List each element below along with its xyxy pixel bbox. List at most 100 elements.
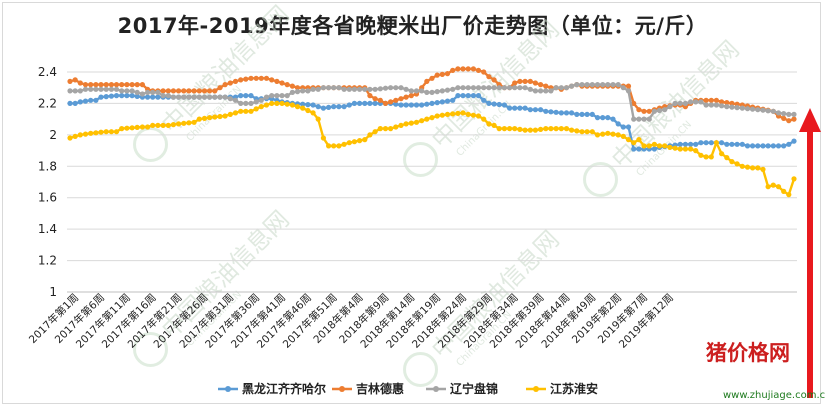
data-point (82, 98, 89, 104)
data-point (367, 132, 373, 138)
data-point (300, 105, 306, 111)
data-point (543, 88, 549, 94)
data-point (558, 126, 564, 132)
data-point (113, 82, 120, 88)
data-point (155, 89, 161, 95)
y-tick-label: 2 (49, 128, 57, 142)
data-point (719, 103, 725, 109)
data-point (377, 126, 383, 132)
data-point (429, 100, 435, 106)
data-point (574, 82, 580, 88)
data-point (475, 67, 482, 73)
data-point (372, 100, 378, 106)
data-point (538, 88, 544, 94)
data-point (98, 129, 104, 135)
data-point (708, 97, 714, 103)
data-point (765, 108, 771, 114)
data-point (610, 131, 616, 137)
data-point (336, 143, 342, 149)
data-point (688, 99, 694, 105)
data-point (677, 141, 683, 147)
data-point (243, 108, 249, 114)
data-point (181, 94, 187, 100)
data-point (641, 108, 647, 114)
data-point (563, 110, 570, 116)
data-point (589, 129, 595, 135)
data-point (377, 86, 383, 92)
data-point (351, 100, 357, 106)
data-point (465, 85, 471, 91)
data-point (775, 184, 782, 190)
data-point (150, 94, 156, 100)
data-point (413, 88, 420, 94)
data-point (346, 86, 352, 92)
data-point (620, 124, 626, 130)
data-point (605, 130, 611, 136)
data-point (553, 85, 559, 91)
data-point (77, 132, 83, 138)
data-point (362, 137, 368, 143)
legend-item: 辽宁盘锦 (426, 381, 498, 396)
data-point (729, 159, 735, 165)
data-point (631, 116, 637, 122)
data-point (600, 115, 606, 121)
data-point (367, 86, 373, 92)
data-point (444, 111, 451, 117)
data-point (258, 104, 264, 110)
data-point (574, 111, 580, 117)
data-point (429, 75, 435, 81)
data-point (755, 165, 761, 171)
data-point (641, 143, 647, 149)
data-point (274, 93, 280, 99)
data-point (584, 129, 590, 135)
data-point (481, 97, 487, 103)
data-point (393, 97, 399, 103)
data-point (584, 82, 590, 88)
data-point (486, 121, 492, 127)
data-point (408, 88, 414, 94)
y-tick-label: 2.4 (38, 65, 57, 79)
data-point (434, 100, 440, 106)
data-point (672, 145, 678, 151)
data-point (755, 143, 761, 149)
red-arrow (799, 108, 821, 398)
data-point (532, 88, 539, 94)
data-point (522, 78, 528, 84)
data-point (651, 146, 658, 152)
data-point (729, 100, 735, 106)
data-point (548, 109, 554, 115)
data-point (186, 120, 192, 126)
data-point (357, 86, 363, 92)
data-point (377, 97, 383, 103)
data-point (284, 93, 290, 99)
data-point (724, 104, 730, 110)
data-point (558, 110, 564, 116)
data-point (413, 119, 420, 125)
data-point (424, 89, 430, 95)
data-point (403, 86, 409, 92)
data-point (527, 107, 533, 113)
data-point (238, 108, 244, 114)
logo-watermark: 猪价格网 www.zhujiage.com.cn (705, 341, 825, 401)
data-point (703, 102, 709, 108)
data-point (594, 115, 601, 121)
data-point (491, 77, 497, 83)
data-point (429, 89, 435, 95)
data-point (439, 112, 445, 118)
data-point (444, 87, 451, 93)
data-point (176, 94, 182, 100)
data-point (253, 75, 259, 81)
data-point (605, 115, 611, 121)
data-point (475, 113, 482, 119)
data-point (786, 118, 792, 124)
data-point (625, 88, 632, 94)
data-point (274, 78, 280, 84)
data-point (326, 104, 332, 110)
data-point (108, 82, 114, 88)
data-point (212, 88, 218, 94)
data-point (532, 80, 539, 86)
data-point (791, 111, 797, 117)
data-point (248, 100, 254, 106)
data-point (186, 94, 192, 100)
